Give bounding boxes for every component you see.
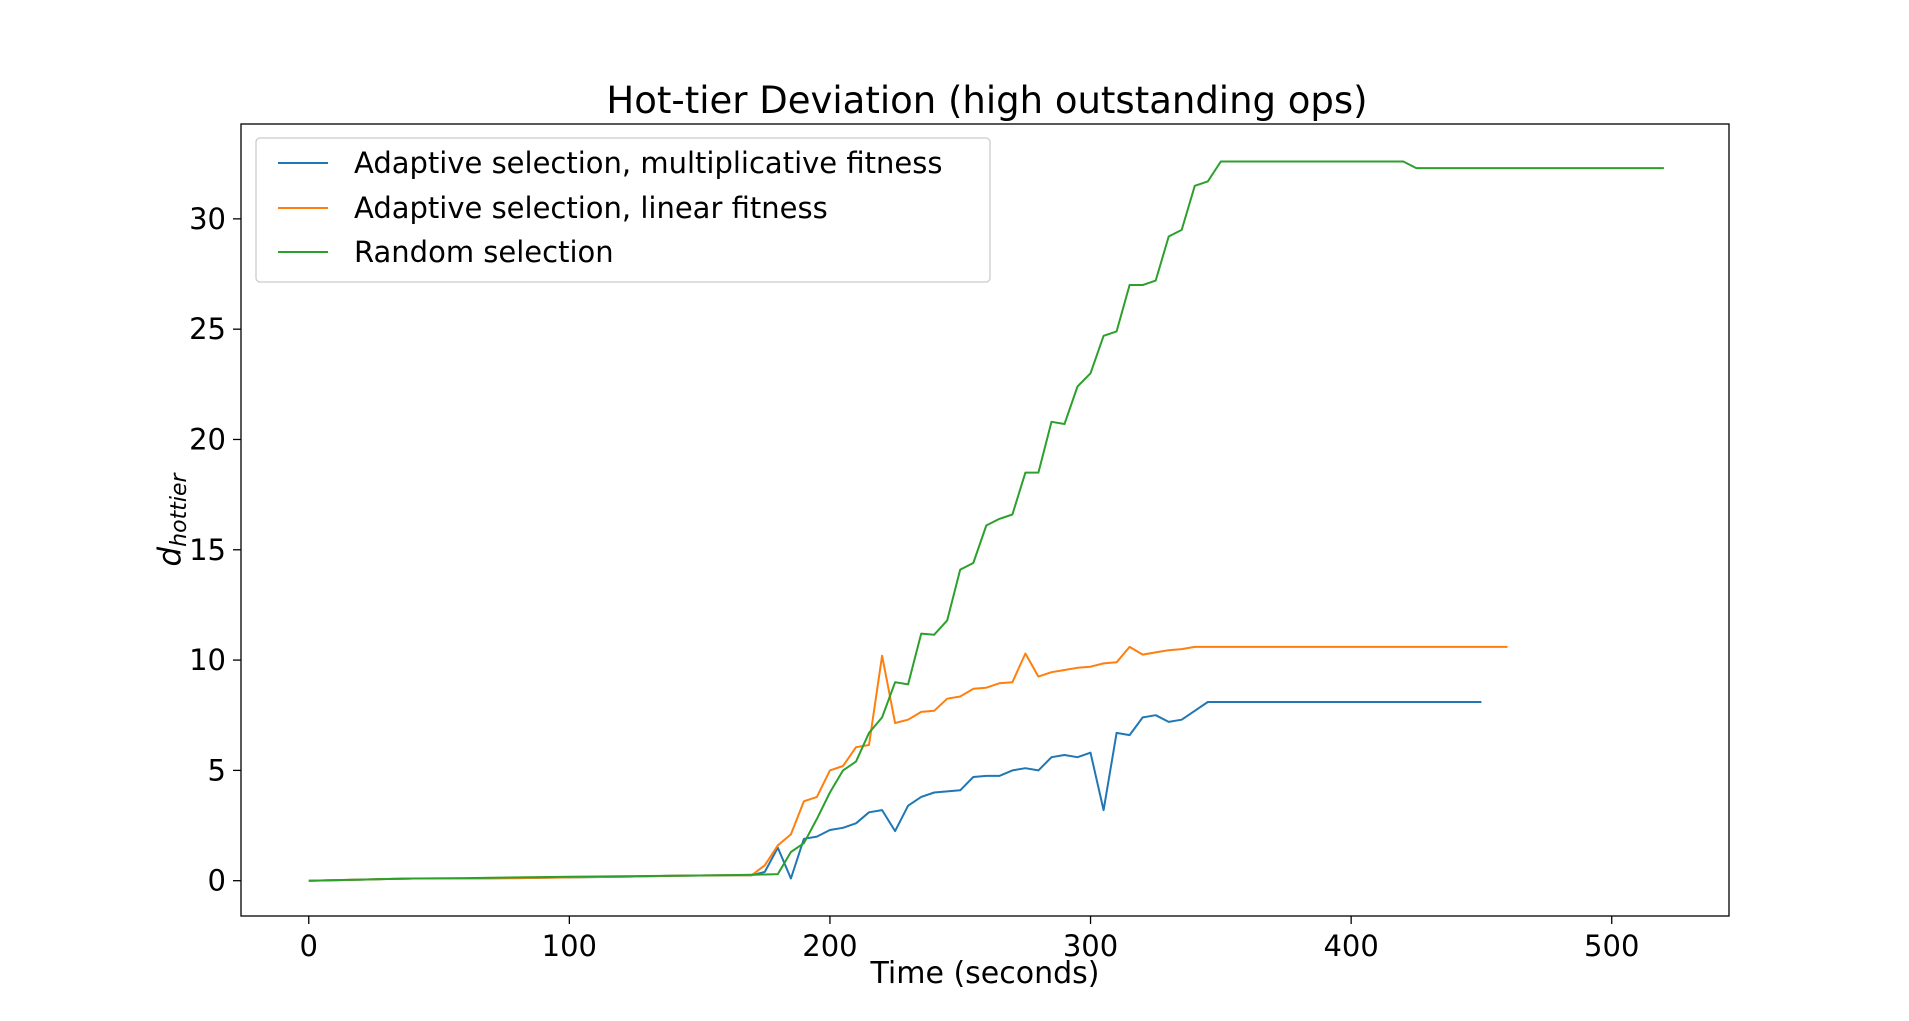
x-tick-label: 500 [1584,929,1639,963]
y-tick-label: 30 [189,202,226,236]
y-tick-label: 0 [208,864,226,898]
x-tick-label: 0 [300,929,318,963]
x-tick-label: 200 [802,929,857,963]
y-axis-label-main: d [152,547,188,567]
legend-label-multiplicative: Adaptive selection, multiplicative fitne… [354,146,942,180]
y-axis-ticks: 0 5 10 15 20 25 30 [189,202,241,898]
x-axis-label: Time (seconds) [870,956,1100,991]
y-tick-label: 20 [189,422,226,456]
x-tick-label: 400 [1323,929,1378,963]
x-tick-label: 300 [1063,929,1118,963]
legend: Adaptive selection, multiplicative fitne… [255,137,991,283]
y-axis-label-subscript: hottier [167,472,192,547]
plot-lines [308,160,1664,882]
y-tick-label: 25 [189,312,226,346]
series-line-2 [308,160,1664,882]
legend-box [255,137,991,283]
y-tick-label: 5 [208,753,226,787]
legend-label-random: Random selection [354,235,614,269]
y-tick-label: 15 [189,533,226,567]
legend-label-linear: Adaptive selection, linear fitness [354,191,828,225]
x-axis-ticks: 0 100 200 300 400 500 [300,916,1639,963]
y-tick-label: 10 [189,643,226,677]
plot-frame [240,123,1730,917]
chart-title: Hot-tier Deviation (high outstanding ops… [606,79,1367,122]
x-tick-label: 100 [542,929,597,963]
y-axis-label: dhottier [152,472,192,567]
